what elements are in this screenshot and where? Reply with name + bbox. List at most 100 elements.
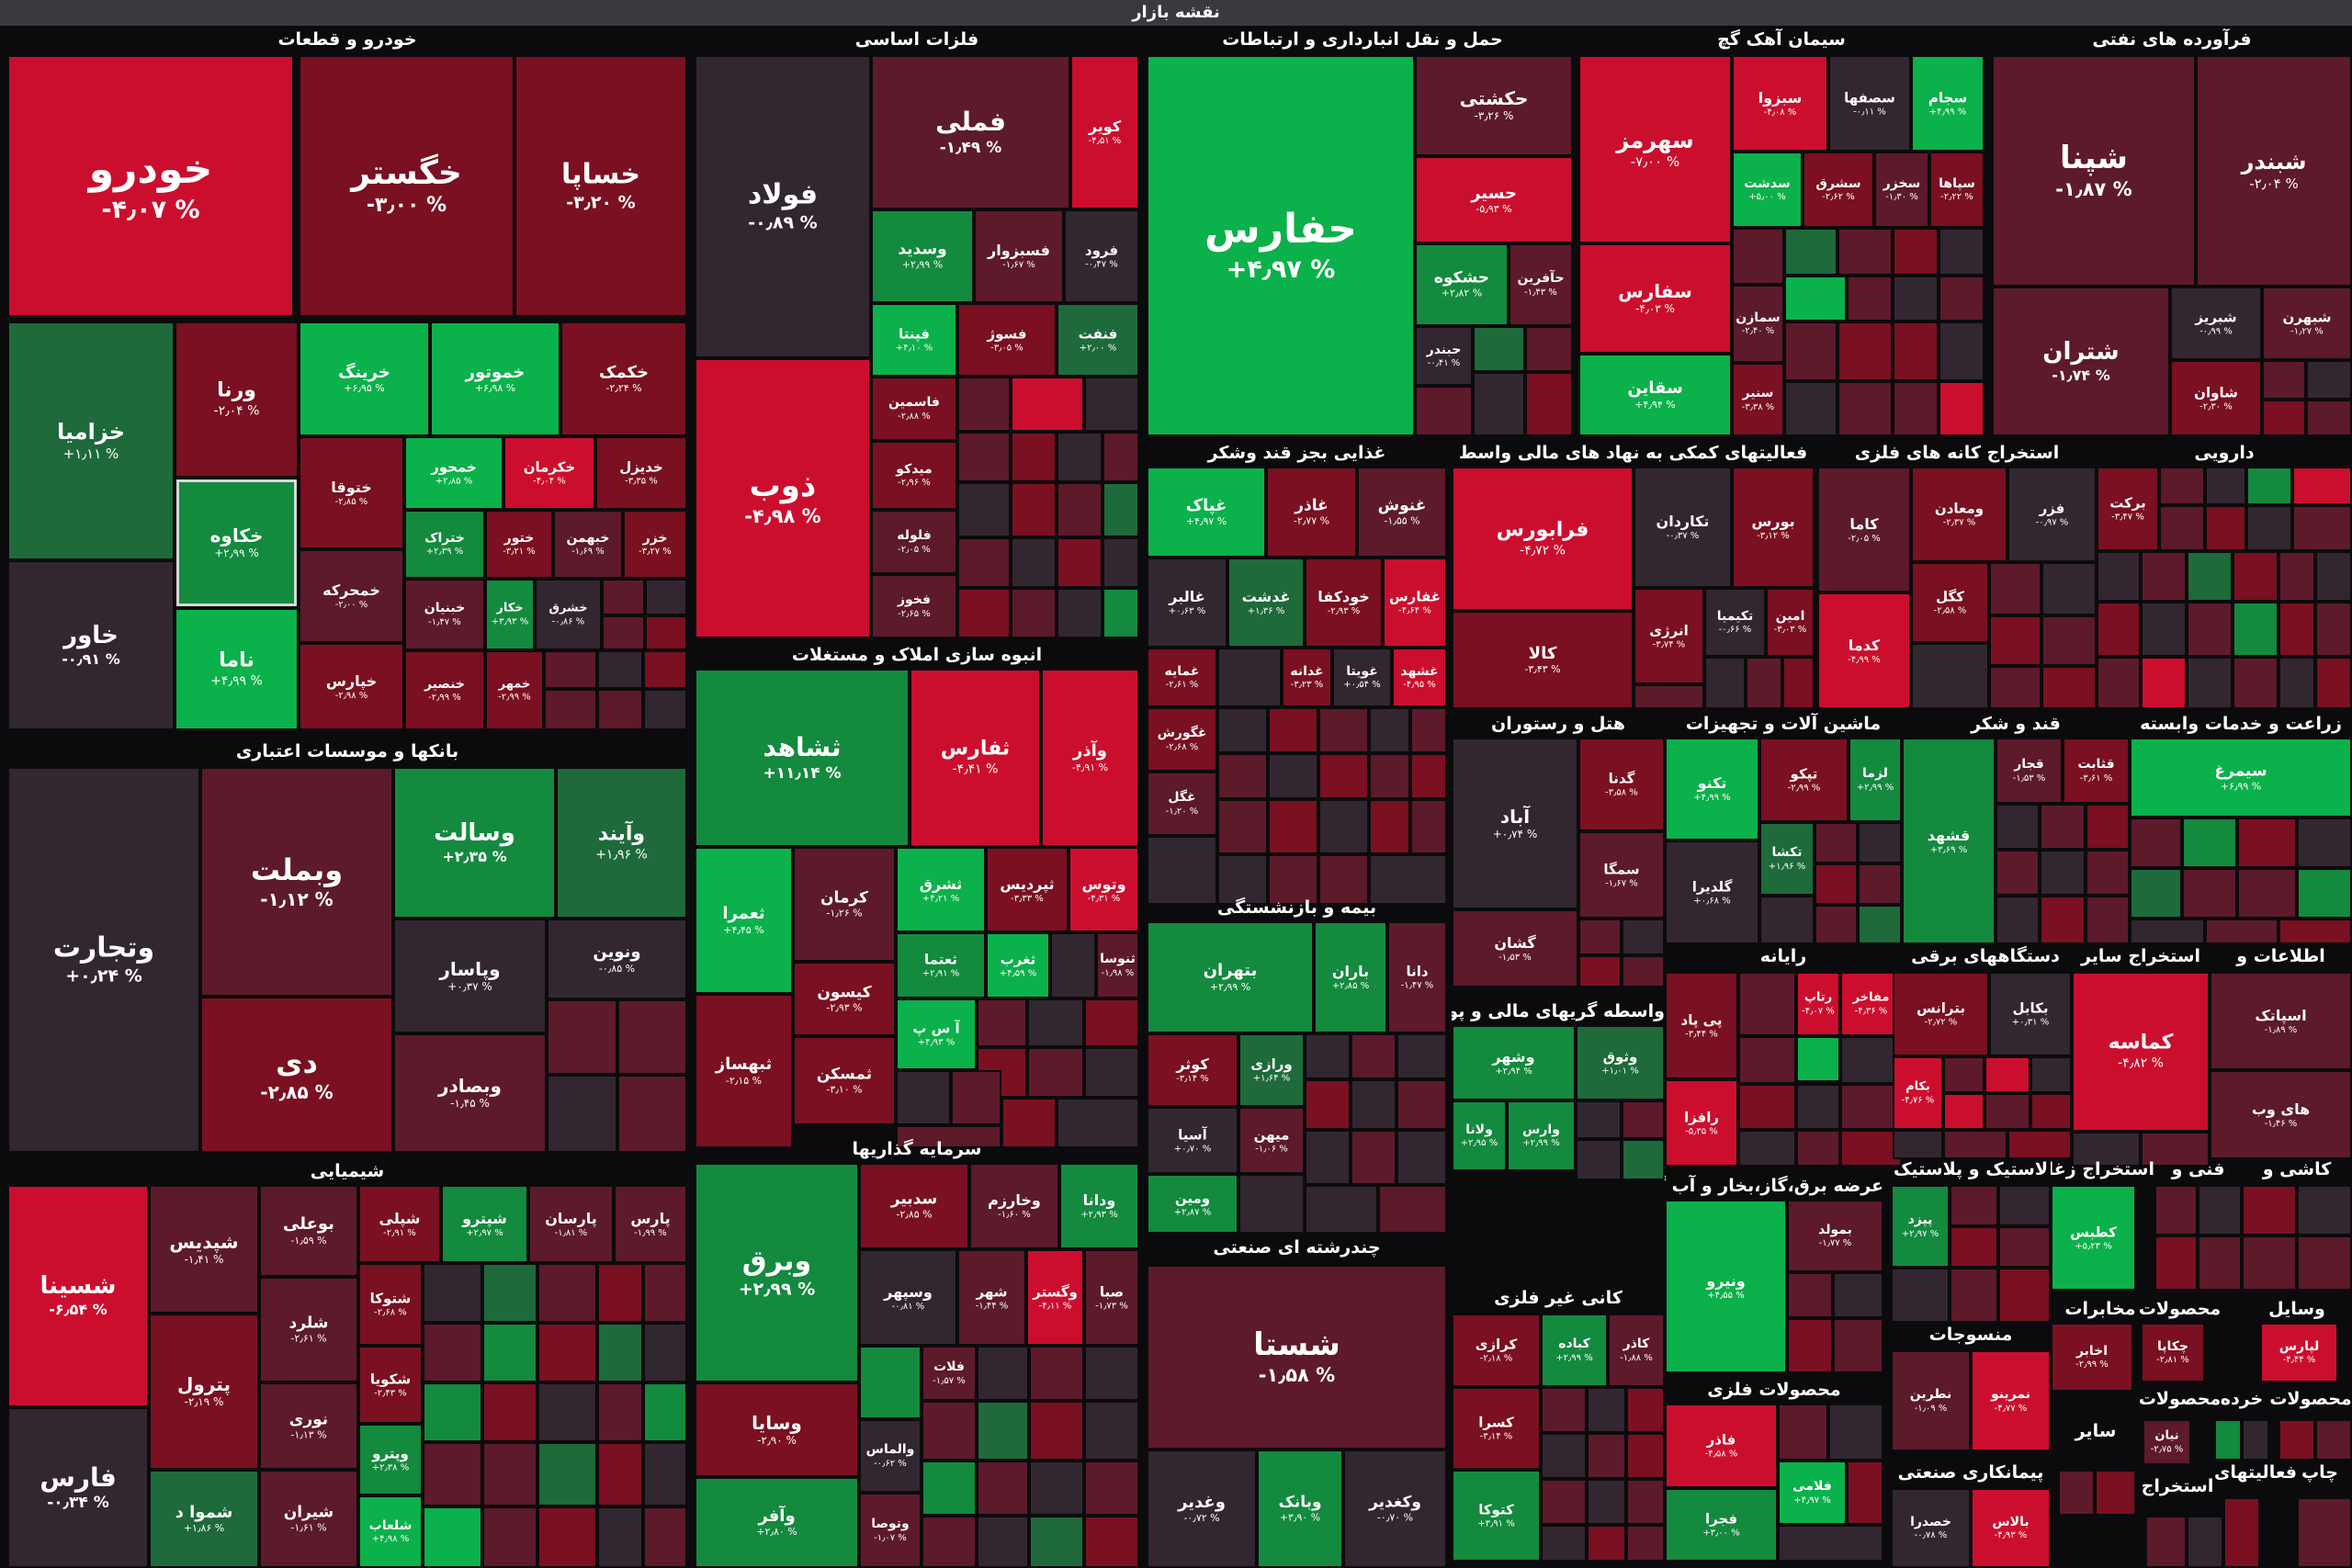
stock-tile[interactable]: ثنوسا -۱٫۹۸ % xyxy=(1096,932,1139,998)
treemap-cell[interactable] xyxy=(1305,1079,1351,1130)
treemap-cell[interactable] xyxy=(1084,1516,1139,1568)
stock-tile[interactable]: وخارزم -۱٫۶۰ % xyxy=(969,1163,1059,1249)
treemap-cell[interactable] xyxy=(1784,276,1847,321)
treemap-cell[interactable] xyxy=(2306,360,2352,400)
treemap-cell[interactable] xyxy=(1587,1387,1626,1433)
stock-tile[interactable]: لپارس -۴٫۴۴ % xyxy=(2260,1323,2338,1382)
stock-tile[interactable]: ورازی +۱٫۶۴ % xyxy=(1238,1033,1305,1107)
treemap-cell[interactable] xyxy=(1622,955,1665,987)
treemap-cell[interactable] xyxy=(957,432,1011,482)
treemap-cell[interactable] xyxy=(1746,657,1782,709)
stock-tile[interactable]: وآفر +۲٫۸۰ % xyxy=(695,1477,859,1568)
treemap-cell[interactable] xyxy=(2262,400,2306,436)
stock-tile[interactable]: شتران -۱٫۷۴ % xyxy=(1992,287,2170,436)
treemap-cell[interactable] xyxy=(2214,1419,2242,1461)
treemap-cell[interactable] xyxy=(1784,381,1838,436)
treemap-cell[interactable] xyxy=(1989,562,2041,615)
stock-tile[interactable]: خمحور +۲٫۸۵ % xyxy=(404,436,503,510)
treemap-cell[interactable] xyxy=(2205,505,2246,551)
treemap-cell[interactable] xyxy=(1050,932,1096,998)
treemap-cell[interactable] xyxy=(1305,1130,1351,1185)
treemap-cell[interactable] xyxy=(2242,1185,2297,1235)
treemap-cell[interactable] xyxy=(1950,1226,1998,1268)
treemap-cell[interactable] xyxy=(1102,537,1139,588)
treemap-cell[interactable] xyxy=(957,377,1011,432)
stock-tile[interactable]: ثبهساز -۲٫۱۵ % xyxy=(695,994,793,1148)
stock-tile[interactable]: وبانک +۳٫۹۰ % xyxy=(1257,1450,1343,1568)
stock-tile[interactable]: غدشت +۱٫۳۶ % xyxy=(1227,558,1305,648)
treemap-cell[interactable] xyxy=(2040,896,2086,944)
treemap-cell[interactable] xyxy=(1911,643,1989,709)
treemap-cell[interactable] xyxy=(2278,1419,2315,1461)
stock-tile[interactable]: شاوان -۲٫۳۰ % xyxy=(2170,360,2262,436)
treemap-cell[interactable] xyxy=(2198,1185,2242,1235)
treemap-cell[interactable] xyxy=(544,689,597,730)
treemap-cell[interactable] xyxy=(2030,1056,2072,1093)
treemap-cell[interactable] xyxy=(2233,551,2278,602)
treemap-cell[interactable] xyxy=(423,1506,482,1568)
stock-tile[interactable]: وشهر +۲٫۹۴ % xyxy=(1452,1025,1576,1100)
stock-tile[interactable]: وبملت -۱٫۱۲ % xyxy=(200,767,393,997)
treemap-cell[interactable] xyxy=(2205,919,2278,944)
treemap-cell[interactable] xyxy=(1939,276,1984,321)
treemap-cell[interactable] xyxy=(1011,537,1057,588)
stock-tile[interactable]: وگستر -۴٫۱۱ % xyxy=(1026,1249,1084,1346)
stock-tile[interactable]: کدما -۴٫۹۹ % xyxy=(1817,592,1911,709)
treemap-cell[interactable] xyxy=(1268,753,1318,799)
stock-tile[interactable]: ثپردیس -۳٫۳۳ % xyxy=(986,847,1069,932)
treemap-cell[interactable] xyxy=(2159,467,2205,505)
treemap-cell[interactable] xyxy=(2246,467,2292,505)
treemap-cell[interactable] xyxy=(1778,1525,1883,1562)
treemap-cell[interactable] xyxy=(1027,998,1084,1047)
treemap-cell[interactable] xyxy=(1838,381,1893,436)
treemap-cell[interactable] xyxy=(1950,1268,1998,1323)
treemap-cell[interactable] xyxy=(537,1323,597,1382)
stock-tile[interactable]: شیران -۱٫۶۱ % xyxy=(259,1470,358,1568)
treemap-cell[interactable] xyxy=(1396,1079,1447,1130)
stock-tile[interactable]: ونوین -۰٫۸۵ % xyxy=(547,919,687,999)
stock-tile[interactable]: امین -۳٫۰۳ % xyxy=(1766,588,1815,657)
stock-tile[interactable]: رافزا -۵٫۳۵ % xyxy=(1665,1079,1738,1167)
stock-tile[interactable]: نوری -۱٫۱۳ % xyxy=(259,1382,358,1470)
treemap-cell[interactable] xyxy=(645,579,687,615)
stock-tile[interactable]: شتوکا -۲٫۶۸ % xyxy=(358,1263,423,1346)
treemap-cell[interactable] xyxy=(602,579,645,615)
stock-tile[interactable]: شبهرن -۱٫۲۷ % xyxy=(2262,287,2352,360)
stock-tile[interactable]: کطبس +۵٫۲۳ % xyxy=(2051,1185,2136,1291)
stock-tile[interactable]: گشان -۱٫۵۳ % xyxy=(1452,909,1578,987)
treemap-cell[interactable] xyxy=(2278,657,2315,709)
treemap-cell[interactable] xyxy=(1351,1079,1396,1130)
treemap-cell[interactable] xyxy=(1626,1387,1665,1433)
treemap-cell[interactable] xyxy=(1318,799,1369,854)
stock-tile[interactable]: کسرا -۳٫۱۴ % xyxy=(1452,1387,1541,1470)
stock-tile[interactable]: ختور -۳٫۲۱ % xyxy=(485,510,553,579)
stock-tile[interactable]: بوعلی -۱٫۵۹ % xyxy=(259,1185,358,1277)
stock-tile[interactable]: فملی -۱٫۴۹ % xyxy=(871,55,1070,209)
stock-tile[interactable]: اسپاتک -۱٫۸۹ % xyxy=(2210,972,2352,1070)
treemap-cell[interactable] xyxy=(2141,1132,2210,1167)
treemap-cell[interactable] xyxy=(2262,360,2306,400)
treemap-cell[interactable] xyxy=(2141,657,2187,709)
treemap-cell[interactable] xyxy=(1576,1139,1622,1180)
stock-tile[interactable]: سدشت +۵٫۰۰ % xyxy=(1732,152,1803,228)
stock-tile[interactable]: وسدید +۲٫۹۹ % xyxy=(871,209,974,303)
treemap-cell[interactable] xyxy=(2223,1497,2260,1568)
treemap-cell[interactable] xyxy=(1576,1100,1622,1139)
treemap-cell[interactable] xyxy=(1759,896,1815,944)
treemap-cell[interactable] xyxy=(1541,1525,1587,1562)
stock-tile[interactable]: خمهر -۲٫۹۹ % xyxy=(485,650,544,730)
treemap-cell[interactable] xyxy=(922,1401,977,1461)
stock-tile[interactable]: وتوس -۴٫۳۱ % xyxy=(1069,847,1139,932)
treemap-cell[interactable] xyxy=(977,1346,1029,1401)
stock-tile[interactable]: سدبیر -۲٫۸۵ % xyxy=(859,1163,969,1249)
treemap-cell[interactable] xyxy=(1858,863,1902,905)
stock-tile[interactable]: دانا -۱٫۴۷ % xyxy=(1387,921,1447,1033)
stock-tile[interactable]: شلعاب +۴٫۹۸ % xyxy=(358,1495,423,1568)
treemap-cell[interactable] xyxy=(1784,321,1838,381)
treemap-cell[interactable] xyxy=(977,998,1027,1047)
treemap-cell[interactable] xyxy=(2187,602,2233,657)
stock-tile[interactable]: فلات -۱٫۵۷ % xyxy=(922,1346,977,1401)
treemap-cell[interactable] xyxy=(2242,1419,2269,1461)
stock-tile[interactable]: غپاک +۴٫۹۷ % xyxy=(1147,467,1266,558)
stock-tile[interactable]: تکشا +۱٫۹۶ % xyxy=(1759,822,1815,896)
